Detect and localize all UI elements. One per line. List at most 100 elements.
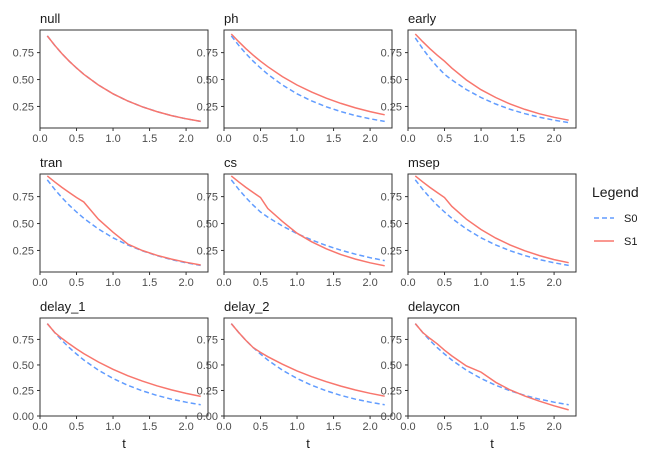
facet-title: delaycon — [408, 299, 460, 314]
x-tick-label: 0.0 — [216, 277, 231, 289]
y-tick-label: 0.75 — [13, 192, 34, 204]
x-tick-label: 2.0 — [178, 421, 193, 433]
x-tick-label: 0.5 — [437, 421, 452, 433]
x-tick-label: 1.0 — [105, 421, 120, 433]
series-line-s0 — [414, 37, 569, 124]
y-tick-label: 0.50 — [197, 360, 218, 372]
x-tick-label: 0.0 — [400, 421, 415, 433]
y-tick-label: 0.25 — [381, 385, 402, 397]
panel-frame — [223, 29, 393, 129]
facet-panels: null 0.25 0.50 0.75 0.0 0.5 1.0 1.5 2.0 ph 0.25 0.5… — [13, 11, 577, 451]
x-tick-label: 1.0 — [105, 133, 120, 145]
y-tick-label: 0.50 — [381, 360, 402, 372]
y-tick-label: 0.75 — [381, 48, 402, 60]
series-line-s1 — [414, 175, 569, 264]
x-tick-label: 0.5 — [69, 421, 84, 433]
x-tick-label: 2.0 — [546, 421, 561, 433]
x-tick-label: 1.0 — [289, 277, 304, 289]
x-tick-label: 1.0 — [473, 133, 488, 145]
series-line-s1 — [230, 33, 385, 116]
y-tick-label: 0.25 — [13, 245, 34, 257]
series-line-s0 — [230, 179, 385, 262]
legend-s0-label: S0 — [624, 213, 637, 225]
series-line-s1 — [414, 33, 569, 121]
y-tick-label: 0.25 — [197, 245, 218, 257]
series-line-s1 — [46, 175, 201, 266]
legend-title: Legend — [592, 184, 639, 200]
series-line-s1 — [230, 175, 385, 267]
x-axis-title: t — [122, 436, 126, 451]
y-tick-label: 0.25 — [381, 101, 402, 113]
y-tick-label: 0.50 — [381, 219, 402, 231]
panel-frame — [39, 173, 209, 273]
x-tick-label: 1.5 — [326, 421, 341, 433]
x-axis-title: t — [306, 436, 310, 451]
facet-title: delay_1 — [40, 299, 86, 314]
x-tick-label: 1.0 — [473, 277, 488, 289]
panel-frame — [407, 317, 577, 417]
y-tick-label: 0.50 — [197, 219, 218, 231]
series-line-s1 — [230, 323, 385, 397]
series-line-s0 — [46, 323, 201, 406]
y-tick-label: 0.50 — [381, 75, 402, 87]
x-tick-label: 1.0 — [289, 133, 304, 145]
y-tick-label: 0.50 — [197, 75, 218, 87]
y-tick-label: 0.25 — [13, 385, 34, 397]
x-tick-label: 2.0 — [178, 277, 193, 289]
x-tick-label: 0.5 — [253, 277, 268, 289]
y-tick-label: 0.75 — [13, 334, 34, 346]
x-tick-label: 1.5 — [142, 421, 157, 433]
x-tick-label: 1.0 — [105, 277, 120, 289]
y-tick-label: 0.75 — [381, 334, 402, 346]
series-line-s0 — [414, 179, 569, 267]
x-tick-label: 1.5 — [142, 277, 157, 289]
x-tick-label: 2.0 — [362, 133, 377, 145]
series-line-s0 — [230, 323, 385, 406]
facet-title: delay_2 — [224, 299, 270, 314]
x-tick-label: 0.0 — [32, 421, 47, 433]
y-tick-label: 0.75 — [197, 192, 218, 204]
facet-title: tran — [40, 155, 62, 170]
y-tick-label: 0.75 — [197, 48, 218, 60]
x-tick-label: 2.0 — [362, 421, 377, 433]
x-tick-label: 1.5 — [326, 277, 341, 289]
x-axis-title: t — [490, 436, 494, 451]
series-line-s0 — [414, 323, 569, 406]
x-tick-label: 0.5 — [253, 133, 268, 145]
x-tick-label: 1.5 — [510, 133, 525, 145]
x-tick-label: 0.0 — [400, 277, 415, 289]
panel-frame — [39, 317, 209, 417]
panel-frame — [407, 173, 577, 273]
y-tick-label: 0.25 — [197, 101, 218, 113]
panel-frame — [223, 173, 393, 273]
y-tick-label: 0.75 — [197, 334, 218, 346]
x-tick-label: 1.5 — [326, 133, 341, 145]
y-tick-label: 0.50 — [13, 75, 34, 87]
y-tick-label: 0.00 — [381, 411, 402, 423]
x-tick-label: 0.0 — [216, 133, 231, 145]
x-tick-label: 0.0 — [400, 133, 415, 145]
x-tick-label: 0.5 — [253, 421, 268, 433]
series-line-s1 — [46, 35, 201, 123]
y-tick-label: 0.00 — [197, 411, 218, 423]
legend-s1-label: S1 — [624, 236, 637, 248]
facet-title: null — [40, 11, 60, 26]
y-tick-label: 0.25 — [13, 101, 34, 113]
y-tick-label: 0.75 — [13, 48, 34, 60]
panel-frame — [39, 29, 209, 129]
y-tick-label: 0.75 — [381, 192, 402, 204]
x-tick-label: 0.5 — [69, 133, 84, 145]
x-tick-label: 2.0 — [178, 133, 193, 145]
x-tick-label: 0.5 — [69, 277, 84, 289]
x-tick-label: 1.0 — [473, 421, 488, 433]
x-tick-label: 0.0 — [32, 277, 47, 289]
x-tick-label: 2.0 — [546, 277, 561, 289]
x-tick-label: 0.0 — [32, 133, 47, 145]
y-tick-label: 0.25 — [381, 245, 402, 257]
y-tick-label: 0.00 — [13, 411, 34, 423]
x-tick-label: 1.5 — [510, 421, 525, 433]
x-tick-label: 0.5 — [437, 277, 452, 289]
x-tick-label: 1.5 — [142, 133, 157, 145]
x-tick-label: 2.0 — [546, 133, 561, 145]
